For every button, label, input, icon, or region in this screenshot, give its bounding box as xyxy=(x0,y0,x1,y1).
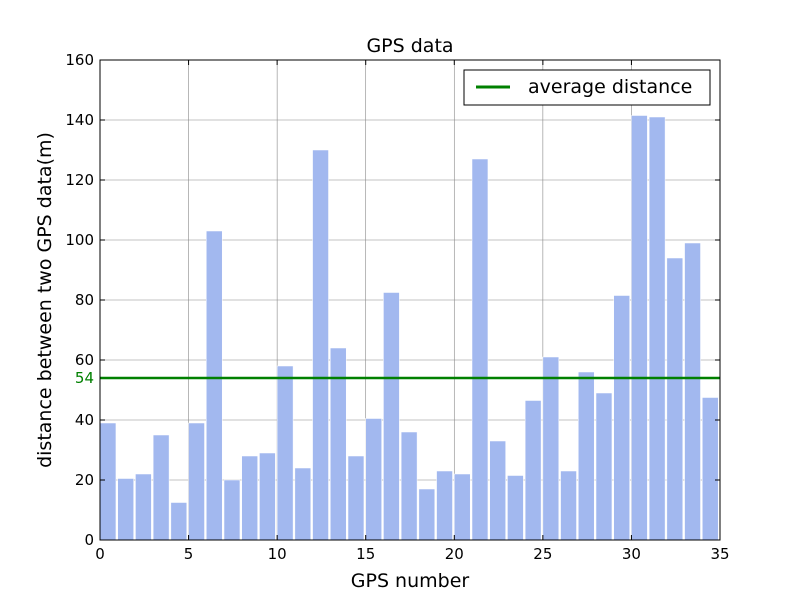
x-tick-label: 0 xyxy=(95,545,105,563)
average-line-group: 54 xyxy=(75,369,720,387)
y-tick-label: 140 xyxy=(65,111,94,129)
x-tick-label: 20 xyxy=(445,545,464,563)
bar xyxy=(524,400,542,541)
bars xyxy=(99,115,719,541)
y-tick-label: 40 xyxy=(75,411,94,429)
average-value-label: 54 xyxy=(75,369,94,387)
bar xyxy=(613,295,630,541)
bar xyxy=(648,116,666,541)
bar xyxy=(117,478,134,541)
bar xyxy=(383,292,400,541)
bar xyxy=(347,455,365,541)
x-tick-label: 10 xyxy=(268,545,287,563)
y-tick-label: 120 xyxy=(65,171,94,189)
bar xyxy=(542,356,560,541)
bar xyxy=(578,371,595,541)
bar xyxy=(454,473,471,541)
bar xyxy=(241,455,258,541)
x-tick-label: 5 xyxy=(184,545,194,563)
axis-ticks: 0 5 10 15 20 25 30 35 0 20 40 60 80 100 120 140 160 xyxy=(65,51,729,563)
x-tick-label: 25 xyxy=(533,545,552,563)
y-tick-label: 0 xyxy=(84,531,94,549)
bar xyxy=(99,422,117,541)
x-tick-label: 35 xyxy=(710,545,729,563)
bar xyxy=(276,365,294,541)
bar xyxy=(188,422,205,541)
legend-label-average: average distance xyxy=(528,76,692,98)
y-tick-label: 60 xyxy=(75,351,94,369)
bar xyxy=(135,473,152,541)
bar xyxy=(666,257,684,541)
bar xyxy=(702,397,719,541)
bar xyxy=(223,479,241,541)
bar xyxy=(365,418,382,541)
legend: average distance xyxy=(463,69,711,106)
bar xyxy=(471,158,489,541)
bar xyxy=(560,470,577,541)
y-tick-label: 160 xyxy=(65,51,94,69)
bar xyxy=(418,488,436,541)
bar xyxy=(631,115,648,541)
bar xyxy=(152,434,170,541)
bar xyxy=(595,392,613,541)
bar xyxy=(489,440,506,541)
x-tick-label: 30 xyxy=(622,545,641,563)
bar xyxy=(507,475,524,541)
bar xyxy=(312,149,329,541)
y-axis-label: distance between two GPS data(m) xyxy=(34,132,56,468)
x-axis-label: GPS number xyxy=(351,570,470,592)
bar xyxy=(294,467,312,541)
x-tick-label: 15 xyxy=(356,545,375,563)
y-tick-label: 80 xyxy=(75,291,94,309)
chart-title: GPS data xyxy=(366,35,453,57)
bar xyxy=(259,452,276,541)
bar xyxy=(170,502,188,541)
bar xyxy=(436,470,453,541)
bar xyxy=(206,230,223,541)
bar xyxy=(400,431,418,541)
y-tick-label: 100 xyxy=(65,231,94,249)
y-tick-label: 20 xyxy=(75,471,94,489)
bar xyxy=(684,242,701,541)
